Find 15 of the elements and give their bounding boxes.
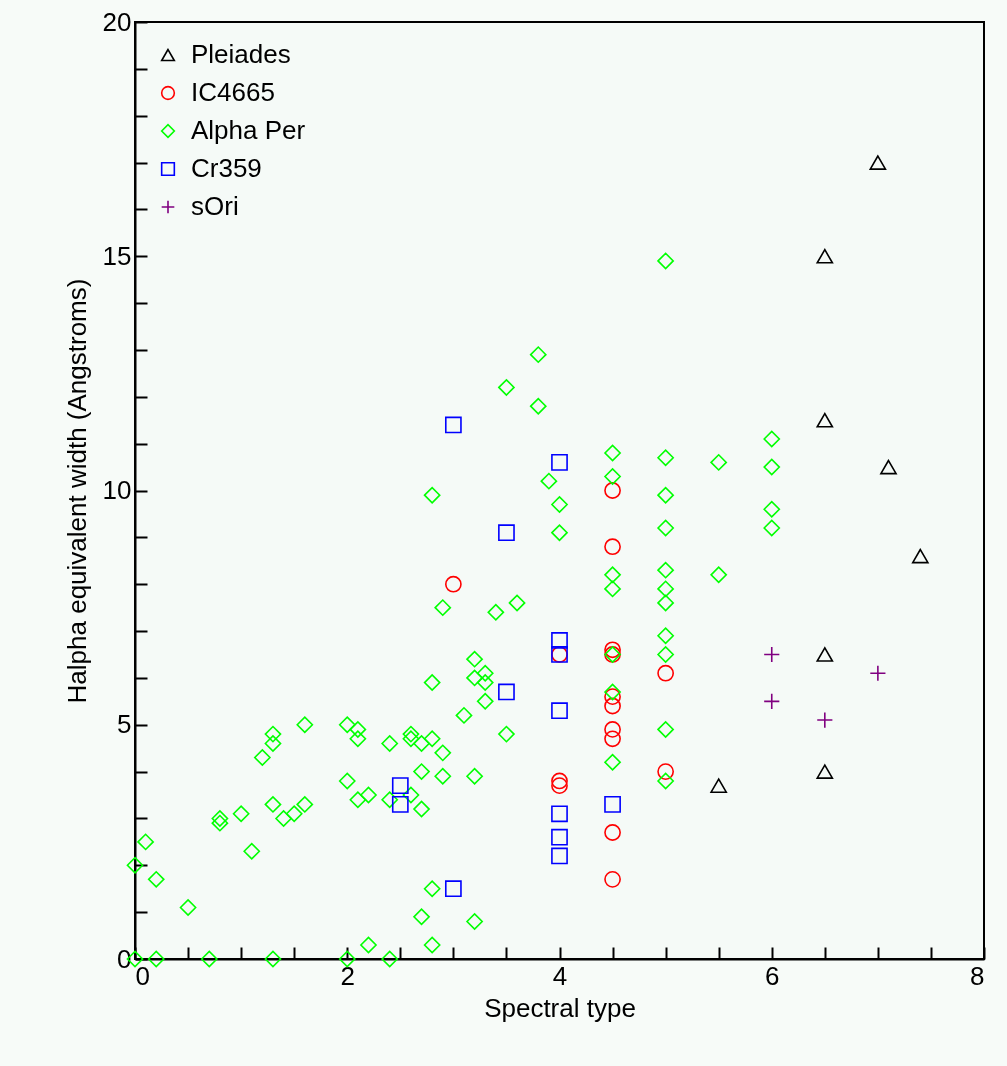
x-tick-label: 2 <box>340 960 355 991</box>
legend-label: Cr359 <box>191 153 262 183</box>
x-tick-label: 4 <box>552 960 568 991</box>
legend-label: Alpha Per <box>191 115 306 145</box>
legend-label: Pleiades <box>191 39 291 69</box>
x-tick-label: 6 <box>765 960 780 991</box>
x-tick-label: 8 <box>970 960 985 991</box>
y-axis-title: Halpha equivalent width (Angstroms) <box>61 278 92 704</box>
legend-label: sOri <box>191 191 239 221</box>
y-tick-label: 15 <box>102 240 132 271</box>
y-tick-label: 20 <box>102 6 132 37</box>
y-tick-label: 5 <box>117 709 132 740</box>
x-axis-title: Spectral type <box>484 992 636 1023</box>
legend-label: IC4665 <box>191 77 275 107</box>
y-tick-label: 10 <box>102 475 132 505</box>
